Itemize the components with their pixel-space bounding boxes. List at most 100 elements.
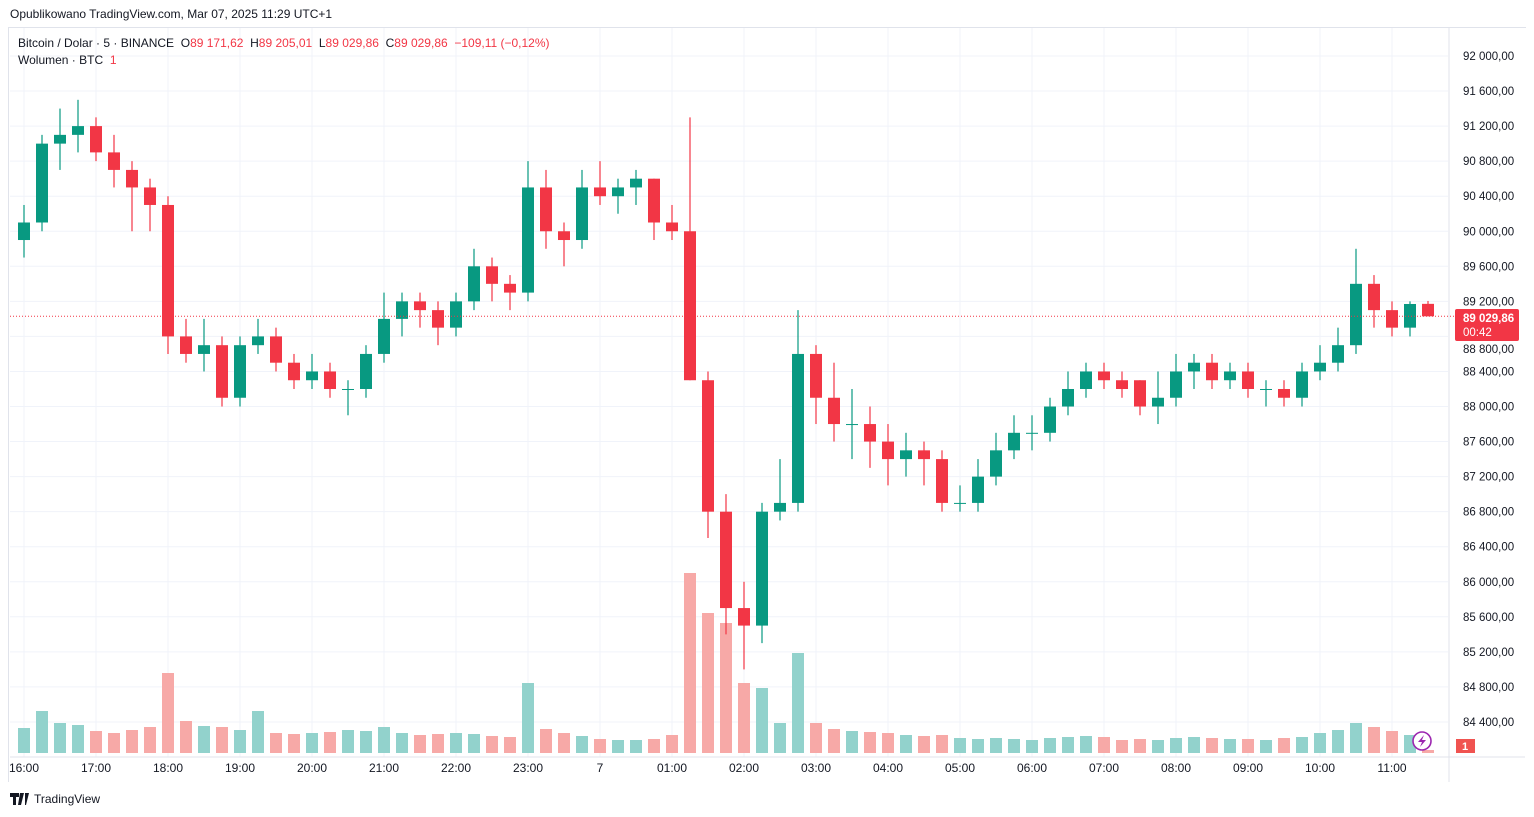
candle-body	[756, 511, 768, 626]
candle-body	[720, 511, 732, 609]
time-tick-label: 03:00	[801, 761, 831, 775]
price-tick-label: 89 200,00	[1463, 296, 1514, 308]
candle-08:45	[1224, 362, 1236, 389]
symbol-title[interactable]: Bitcoin / Dolar · 5 · BINANCE	[18, 36, 175, 50]
candle-body	[180, 336, 192, 354]
volume-bar-10:15	[1332, 730, 1344, 753]
low-label: L	[318, 36, 326, 50]
price-tick-label: 84 800,00	[1463, 682, 1514, 694]
volume-bar-17:45	[144, 727, 156, 753]
candle-body	[648, 178, 660, 223]
volume-bar-21:30	[414, 735, 426, 753]
time-tick-label: 02:00	[729, 761, 759, 775]
candle-22:00	[450, 292, 462, 337]
price-tick-label: 85 200,00	[1463, 647, 1514, 659]
volume-bar-19:15	[252, 711, 264, 753]
price-tick-label: 86 000,00	[1463, 577, 1514, 589]
candle-19:30	[270, 327, 282, 372]
candle-body	[846, 424, 858, 426]
volume-label[interactable]: Wolumen · BTC	[18, 53, 104, 67]
volume-bar-07:00	[1098, 737, 1110, 753]
candle-body	[1404, 303, 1416, 328]
volume-bar-18:00	[162, 673, 174, 753]
volume-bar-20:00	[306, 733, 318, 753]
volume-bar-02:15	[756, 688, 768, 753]
chart-legend: Bitcoin / Dolar · 5 · BINANCE O89 171,62…	[18, 35, 550, 69]
candle-23:00	[522, 161, 534, 302]
volume-bar-06:45	[1080, 736, 1092, 753]
volume-bar-10:00	[1314, 733, 1326, 753]
volume-bar-07:45	[1152, 740, 1164, 753]
price-tick-label: 86 400,00	[1463, 542, 1514, 554]
volume-bar-03:15	[828, 729, 840, 753]
candle-00:15	[612, 178, 624, 214]
candle-body	[1242, 371, 1254, 389]
candle-body	[828, 397, 840, 425]
volume-value: 1	[109, 53, 117, 67]
volume-bar-23:00	[522, 683, 534, 753]
candle-body	[198, 345, 210, 354]
candle-05:45	[1008, 415, 1020, 460]
candle-body	[18, 222, 30, 241]
volume-bar-09:45	[1296, 737, 1308, 753]
candle-04:30	[918, 441, 930, 486]
candle-body	[990, 450, 1002, 477]
lightning-icon[interactable]	[1412, 731, 1432, 751]
volume-bar-07:30	[1134, 739, 1146, 753]
candle-body	[1350, 283, 1362, 346]
time-tick-label: 19:00	[225, 761, 255, 775]
high-label: H	[250, 36, 259, 50]
candle-body	[738, 608, 750, 626]
candle-17:30	[126, 161, 138, 232]
time-tick-label: 20:00	[297, 761, 327, 775]
time-tick-label: 07:00	[1089, 761, 1119, 775]
candle-07:30	[1134, 380, 1146, 416]
volume-bar-00:30	[630, 740, 642, 753]
volume-bar-01:45	[720, 623, 732, 753]
volume-bar-18:30	[198, 726, 210, 753]
candle-body	[954, 502, 966, 504]
volume-bar-02:30	[774, 723, 786, 753]
volume-bar-04:30	[918, 736, 930, 753]
volume-bar-23:30	[558, 733, 570, 753]
volume-bar-00:15	[612, 740, 624, 753]
candle-body	[306, 371, 318, 381]
volume-bar-01:00	[666, 735, 678, 753]
last-price-label: 89 029,86 00:42	[1455, 309, 1519, 341]
volume-bar-18:45	[216, 727, 228, 753]
candle-body	[378, 318, 390, 354]
candle-05:00	[954, 485, 966, 512]
tradingview-logo[interactable]: TradingView	[10, 792, 100, 806]
candle-10:45	[1368, 275, 1380, 328]
volume-bar-02:45	[792, 653, 804, 753]
price-tick-label: 88 000,00	[1463, 402, 1514, 414]
candle-07:15	[1116, 371, 1128, 398]
candle-body	[342, 388, 354, 390]
candle-body	[1314, 362, 1326, 372]
candle-06:45	[1080, 362, 1092, 398]
time-tick-label: 7	[597, 761, 604, 775]
candle-body	[54, 134, 66, 144]
candle-body	[72, 126, 84, 135]
candle-body	[450, 301, 462, 328]
price-tick-label: 89 600,00	[1463, 261, 1514, 273]
candle-22:30	[486, 257, 498, 302]
time-tick-label: 04:00	[873, 761, 903, 775]
volume-bar-08:45	[1224, 739, 1236, 753]
candle-16:00	[18, 204, 30, 258]
time-tick-label: 05:00	[945, 761, 975, 775]
volume-bar-04:45	[936, 735, 948, 753]
candle-23:30	[558, 222, 570, 267]
time-axis[interactable]: 16:00 17:00 18:00 19:00 20:00 21:00 22:00 23:00…	[9, 761, 1407, 775]
candle-body	[504, 283, 516, 293]
candle-20:00	[306, 353, 318, 389]
price-tick-label: 91 200,00	[1463, 121, 1514, 133]
price-axis[interactable]: 92 000,00 91 600,00 91 200,00 90 800,00 90 4…	[1463, 51, 1514, 729]
price-tick-label: 87 200,00	[1463, 472, 1514, 484]
candle-body	[1170, 371, 1182, 398]
price-tick-label: 92 000,00	[1463, 51, 1514, 63]
candle-02:30	[774, 459, 786, 521]
close-value: 89 029,86	[394, 36, 448, 50]
candle-body	[1116, 380, 1128, 389]
